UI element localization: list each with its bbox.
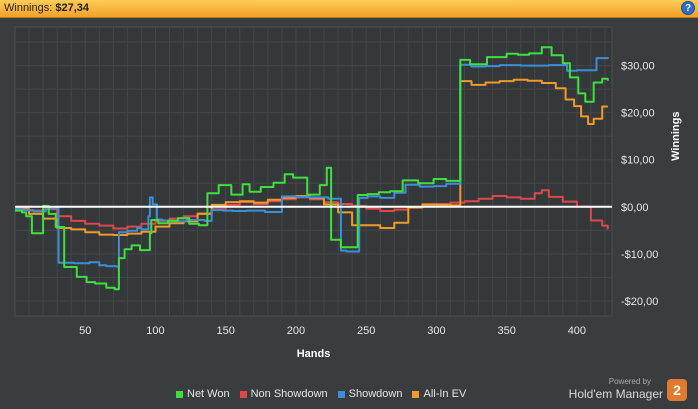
legend-non-showdown[interactable]: Non Showdown xyxy=(239,388,328,400)
legend-net-won-swatch xyxy=(176,390,183,398)
x-tick-label: 400 xyxy=(568,325,586,337)
y-tick-label: $20,00 xyxy=(621,108,655,120)
x-axis-label: Hands xyxy=(297,348,331,360)
chart-legend: Net Won Non Showdown Showdown All-In EV xyxy=(176,388,466,400)
x-tick-label: 300 xyxy=(427,325,445,337)
winnings-value: $27,34 xyxy=(55,2,90,14)
winnings-header: Winnings: $27,34 ? xyxy=(0,0,698,18)
x-tick-label: 50 xyxy=(79,325,91,337)
legend-showdown-swatch xyxy=(337,390,345,398)
legend-allin-ev-label: All-In EV xyxy=(423,388,467,400)
legend-non-showdown-swatch xyxy=(239,390,247,398)
brand-badge-icon: 2 xyxy=(667,379,687,401)
y-tick-label: $30,00 xyxy=(621,61,655,73)
y-tick-label: -$10,00 xyxy=(621,249,658,261)
legend-net-won-label: Net Won xyxy=(187,388,230,400)
x-tick-label: 100 xyxy=(146,325,164,337)
legend-showdown-label: Showdown xyxy=(348,388,403,400)
legend-allin-ev[interactable]: All-In EV xyxy=(412,388,466,400)
y-tick-label: -$20,00 xyxy=(621,296,658,308)
powered-by-logo: Powered by Hold'em Manager 2 xyxy=(563,376,693,406)
x-tick-label: 200 xyxy=(287,325,305,337)
legend-non-showdown-label: Non Showdown xyxy=(250,388,328,400)
help-icon[interactable]: ? xyxy=(681,1,695,15)
x-tick-label: 350 xyxy=(497,325,515,337)
legend-showdown[interactable]: Showdown xyxy=(337,388,403,400)
legend-allin-ev-swatch xyxy=(412,390,420,398)
x-tick-label: 250 xyxy=(357,325,375,337)
y-axis-label: Winnings xyxy=(670,111,682,160)
brand-name: Hold'em Manager xyxy=(568,387,663,401)
winnings-label: Winnings: xyxy=(4,2,53,14)
y-tick-label: $0,00 xyxy=(621,202,649,214)
plot-area xyxy=(14,26,613,317)
series-showdown xyxy=(15,57,609,268)
winnings-title: Winnings: $27,34 xyxy=(4,2,89,14)
legend-net-won[interactable]: Net Won xyxy=(176,388,230,400)
series-net-won xyxy=(15,46,609,291)
y-tick-label: $10,00 xyxy=(621,155,655,167)
series-allin-ev xyxy=(15,78,608,236)
powered-by-text: Powered by xyxy=(608,377,651,386)
x-tick-label: 150 xyxy=(217,325,235,337)
